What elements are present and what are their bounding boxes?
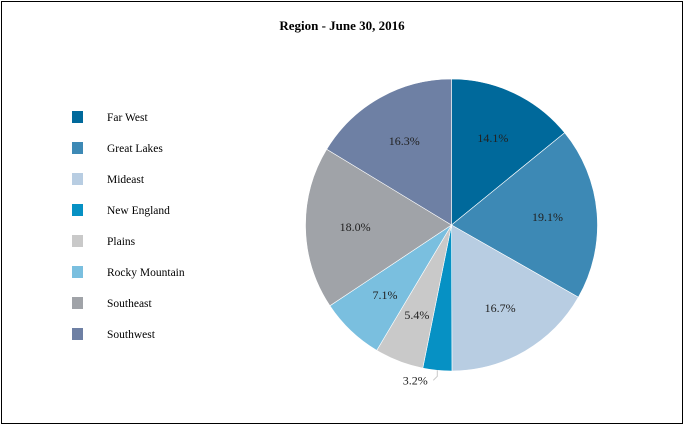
legend-label-great-lakes: Great Lakes (107, 143, 163, 155)
legend-swatch-great-lakes (72, 142, 83, 154)
legend-swatch-southeast (72, 297, 83, 309)
pie-slice-far-west (451, 78, 566, 226)
legend-label-southwest: Southwest (107, 329, 156, 341)
pie-slice-great-lakes (450, 132, 598, 298)
legend-label-far-west: Far West (107, 112, 149, 124)
slice-labels: 14.1% 19.1% 16.7% 3.2% 5.4% 7.1% 18.0% 16.3% (340, 131, 563, 387)
legend-swatch-mideast (72, 173, 83, 185)
legend-label-rocky-mountain: Rocky Mountain (107, 267, 185, 279)
legend-label-mideast: Mideast (107, 174, 145, 186)
legend: Far West Great Lakes Mideast New England Pla… (72, 111, 185, 341)
legend-swatch-far-west (72, 111, 83, 123)
legend-label-plains: Plains (107, 236, 136, 248)
legend-label-new-england: New England (107, 205, 170, 217)
legend-swatch-southwest (72, 328, 83, 340)
slice-label-new-england: 3.2% (403, 373, 428, 387)
pie-slice-southwest (326, 78, 452, 226)
pie-slices (305, 78, 598, 372)
slice-label-mideast: 16.7% (485, 301, 516, 315)
legend-swatch-new-england (72, 204, 83, 216)
slice-label-southeast: 18.0% (340, 220, 371, 234)
legend-swatch-plains (72, 235, 83, 247)
slice-label-rocky-mountain: 7.1% (373, 288, 398, 302)
slice-label-southwest: 16.3% (389, 134, 420, 148)
slice-label-great-lakes: 19.1% (532, 210, 563, 224)
chart-title: Region - June 30, 2016 (279, 18, 405, 33)
slice-label-far-west: 14.1% (477, 131, 508, 145)
legend-label-southeast: Southeast (107, 298, 153, 310)
leader-line-new-england (432, 370, 438, 381)
legend-swatch-rocky-mountain (72, 266, 83, 278)
slice-label-plains: 5.4% (404, 308, 429, 322)
pie-slice-mideast (451, 224, 579, 372)
pie-slice-southeast (305, 148, 453, 307)
